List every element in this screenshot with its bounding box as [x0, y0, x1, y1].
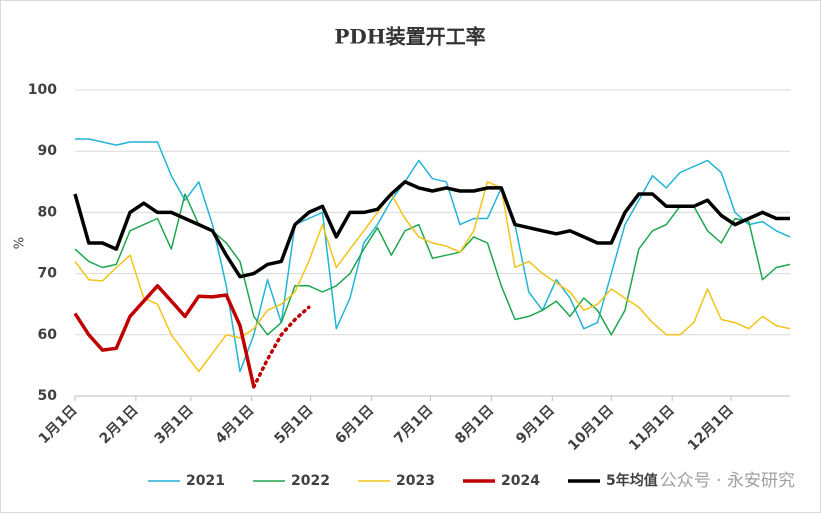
- y-tick-label: 70: [38, 266, 58, 282]
- watermark: 公众号 · 永安研究: [660, 471, 795, 491]
- legend-label: 5年均值: [606, 472, 658, 489]
- chart-title: PDH装置开工率: [334, 25, 485, 49]
- legend-label: 2023: [396, 473, 435, 489]
- legend-label: 2021: [186, 473, 225, 489]
- forecast-line: [252, 305, 311, 389]
- series-line: [74, 181, 791, 373]
- legend-label: 2022: [291, 473, 330, 489]
- legend-label: 2024: [501, 473, 540, 489]
- y-tick-label: 50: [38, 388, 58, 404]
- y-tick-label: 100: [28, 82, 57, 98]
- y-tick-label: 90: [38, 143, 58, 159]
- series-line: [73, 284, 256, 388]
- series-line: [73, 180, 790, 279]
- y-tick-label: 60: [38, 327, 58, 343]
- series-line: [75, 138, 791, 373]
- series-line: [74, 193, 791, 336]
- y-tick-label: 80: [38, 204, 58, 220]
- y-axis-label: %: [13, 237, 28, 249]
